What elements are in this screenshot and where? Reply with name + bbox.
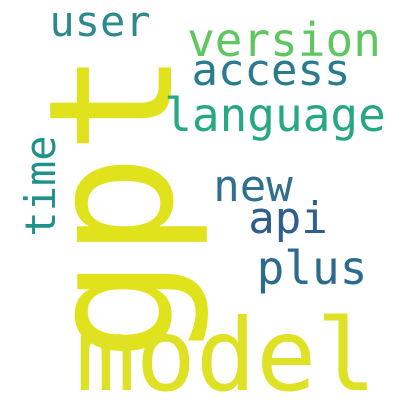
word-language: language <box>164 88 386 142</box>
word-access: access <box>191 45 351 96</box>
word-model: model <box>75 297 377 400</box>
word-plus: plus <box>256 241 368 295</box>
word-new: new <box>213 161 293 212</box>
word-time: time <box>16 135 65 237</box>
word-user: user <box>49 0 151 46</box>
word-api: api <box>248 193 328 244</box>
word-version: version <box>187 13 381 67</box>
